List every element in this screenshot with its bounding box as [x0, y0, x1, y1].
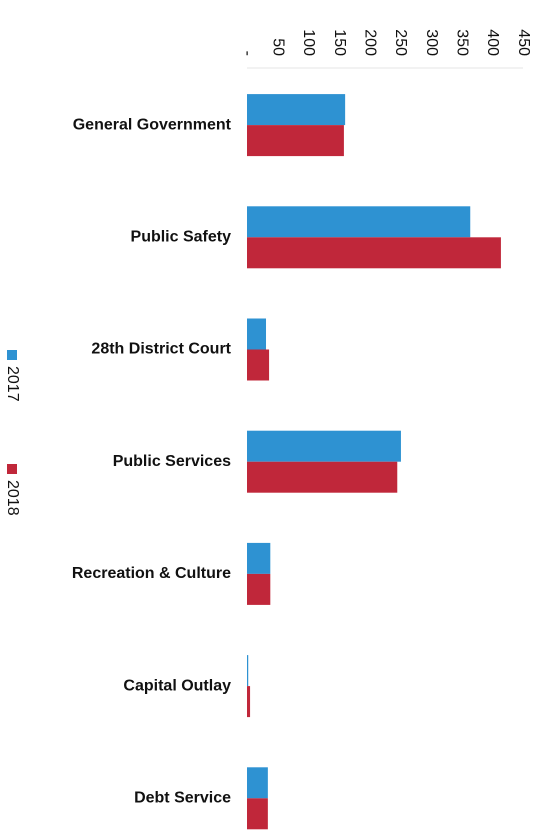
- x-tick-label: 350: [453, 29, 470, 56]
- bar: [247, 461, 398, 493]
- x-tick-label: 50: [269, 38, 286, 56]
- category-label: Capital Outlay: [123, 677, 231, 694]
- category-label: Recreation & Culture: [72, 565, 231, 582]
- bar: [247, 206, 471, 238]
- category-label: General Government: [73, 116, 232, 133]
- category-label: Public Services: [113, 453, 231, 470]
- bar: [247, 349, 270, 381]
- legend-label: 2017: [4, 366, 21, 402]
- bar: [247, 767, 268, 799]
- bar: [247, 798, 268, 830]
- category-label: 28th District Court: [91, 341, 231, 358]
- bar: [247, 237, 501, 269]
- legend-label: 2018: [4, 480, 21, 516]
- x-tick-label: -: [239, 51, 256, 56]
- bar: [247, 125, 344, 157]
- x-tick-label: 250: [392, 29, 409, 56]
- bar: [247, 542, 271, 574]
- legend-swatch: [7, 350, 17, 360]
- x-tick-label: 450: [515, 29, 532, 56]
- x-tick-label: 300: [423, 29, 440, 56]
- x-tick-label: 100: [300, 29, 317, 56]
- bar: [247, 430, 401, 462]
- x-tick-label: 200: [361, 29, 378, 56]
- bar: [247, 573, 271, 605]
- legend-swatch: [7, 464, 17, 474]
- bar: [247, 686, 251, 718]
- category-label: Public Safety: [131, 229, 232, 246]
- x-tick-label: 400: [484, 29, 501, 56]
- bar: [247, 655, 249, 687]
- bar: [247, 318, 267, 350]
- category-label: Debt Service: [134, 790, 231, 807]
- x-tick-label: 150: [331, 29, 348, 56]
- bar: [247, 94, 346, 126]
